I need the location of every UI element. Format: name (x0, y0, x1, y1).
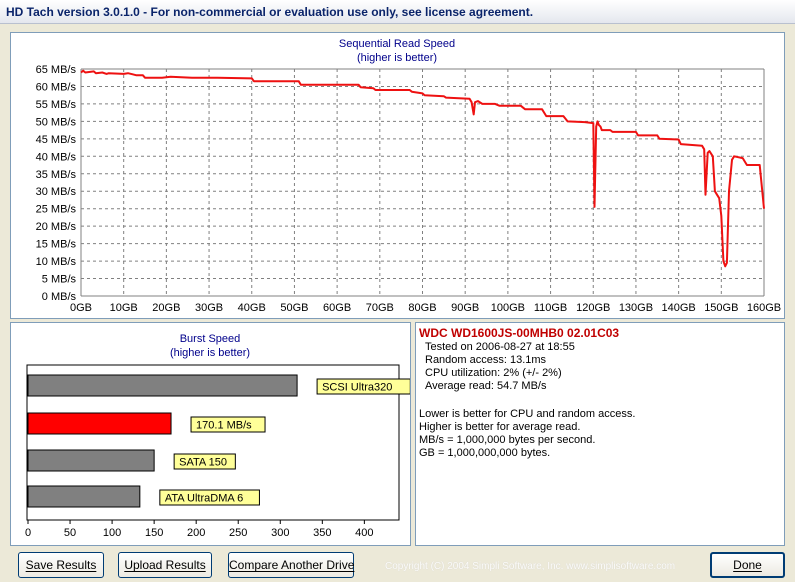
burst-label: ATA UltraDMA 6 (165, 493, 243, 505)
seq-y-tick: 65 MB/s (36, 64, 77, 76)
burst-bar (27, 485, 141, 508)
burst-chart-title: Burst Speed (180, 333, 241, 345)
seq-grid (80, 68, 765, 297)
seq-chart-title: Sequential Read Speed (339, 38, 455, 50)
seq-x-tick: 140GB (662, 302, 696, 314)
burst-x-tick: 300 (271, 527, 289, 539)
title-bar: HD Tach version 3.0.1.0 - For non-commer… (0, 0, 795, 24)
average-read: Average read: 54.7 MB/s (425, 380, 547, 392)
burst-chart-subtitle: (higher is better) (170, 347, 250, 359)
test-date: Tested on 2006-08-27 at 18:55 (425, 341, 575, 353)
burst-speed-chart: Burst Speed (higher is better) SCSI Ultr… (25, 333, 410, 539)
test-stats: Tested on 2006-08-27 at 18:55 Random acc… (419, 341, 784, 393)
seq-y-tick: 10 MB/s (36, 256, 77, 268)
seq-x-tick: 160GB (747, 302, 781, 314)
seq-x-tick: 10GB (110, 302, 138, 314)
seq-x-tick: 0GB (70, 302, 92, 314)
seq-y-tick: 55 MB/s (36, 99, 77, 111)
burst-x-tick: 200 (187, 527, 205, 539)
seq-chart-subtitle: (higher is better) (357, 52, 437, 64)
seq-x-tick: 110GB (534, 302, 567, 314)
burst-bar (27, 412, 172, 435)
drive-info-panel: WDC WD1600JS-00MHB0 02.01C03 Tested on 2… (415, 322, 785, 546)
done-button[interactable]: Done (710, 552, 785, 578)
sequential-read-chart: Sequential Read Speed (higher is better)… (36, 38, 781, 314)
note-mbs-definition: MB/s = 1,000,000 bytes per second. (419, 434, 596, 446)
burst-x-axis: 0 50 100 150 200 250 300 350 400 (25, 520, 374, 539)
seq-y-tick: 30 MB/s (36, 186, 77, 198)
seq-y-tick: 50 MB/s (36, 116, 77, 128)
burst-x-tick: 150 (145, 527, 163, 539)
seq-x-tick: 90GB (451, 302, 479, 314)
sequential-read-panel: Sequential Read Speed (higher is better)… (10, 32, 785, 319)
seq-x-tick: 150GB (704, 302, 738, 314)
cpu-utilization: CPU utilization: 2% (+/- 2%) (425, 367, 562, 379)
seq-y-tick: 25 MB/s (36, 204, 77, 216)
burst-x-tick: 400 (355, 527, 373, 539)
seq-y-tick: 35 MB/s (36, 169, 77, 181)
seq-x-tick: 50GB (280, 302, 308, 314)
burst-x-tick: 50 (64, 527, 76, 539)
burst-label-box (173, 453, 236, 470)
note-lower-better: Lower is better for CPU and random acces… (419, 408, 636, 420)
burst-label-box (190, 416, 266, 433)
burst-label: SCSI Ultra320 (322, 382, 392, 394)
seq-y-tick: 45 MB/s (36, 134, 77, 146)
seq-x-tick: 30GB (195, 302, 223, 314)
seq-y-tick: 15 MB/s (36, 239, 77, 251)
copyright-text: Copyright (C) 2004 Simpli Software, Inc.… (385, 561, 676, 572)
burst-bar (27, 374, 298, 397)
note-higher-better: Higher is better for average read. (419, 421, 581, 433)
save-results-button[interactable]: Save Results (18, 552, 104, 578)
seq-x-tick: 70GB (366, 302, 394, 314)
burst-x-tick: 0 (25, 527, 31, 539)
burst-x-tick: 100 (103, 527, 121, 539)
burst-x-tick: 250 (229, 527, 247, 539)
burst-speed-panel: Burst Speed (higher is better) SCSI Ultr… (10, 322, 411, 546)
seq-y-tick: 20 MB/s (36, 221, 77, 233)
burst-label-box (159, 489, 260, 506)
seq-x-tick: 60GB (323, 302, 351, 314)
seq-y-axis: 0 MB/s 5 MB/s 10 MB/s 15 MB/s 20 MB/s 25 MB/s… (36, 64, 77, 303)
compare-another-drive-button[interactable]: Compare Another Drive (228, 552, 354, 578)
burst-label-box (316, 378, 410, 395)
seq-y-tick: 60 MB/s (36, 81, 77, 93)
read-speed-line (80, 69, 765, 268)
seq-x-tick: 130GB (619, 302, 653, 314)
window-title: HD Tach version 3.0.1.0 - For non-commer… (6, 5, 534, 19)
seq-y-tick: 5 MB/s (42, 274, 77, 286)
note-gb-definition: GB = 1,000,000,000 bytes. (419, 447, 551, 459)
seq-x-tick: 20GB (152, 302, 180, 314)
burst-bar (27, 449, 155, 472)
seq-x-axis: 0GB 10GB 20GB 30GB 40GB 50GB 60GB 70GB 80GB 90GB 1… (70, 302, 781, 314)
burst-label: SATA 150 (179, 457, 227, 469)
random-access: Random access: 13.1ms (425, 354, 547, 366)
legend-notes: Lower is better for CPU and random acces… (419, 408, 784, 460)
seq-y-tick: 0 MB/s (42, 291, 77, 303)
burst-bars: SCSI Ultra320 170.1 MB/s SATA 150 ATA Ultra… (27, 374, 410, 508)
upload-results-button[interactable]: Upload Results (118, 552, 212, 578)
burst-label: 170.1 MB/s (196, 420, 252, 432)
seq-y-tick: 40 MB/s (36, 151, 77, 163)
seq-x-tick: 40GB (238, 302, 266, 314)
burst-x-tick: 350 (313, 527, 331, 539)
drive-name: WDC WD1600JS-00MHB0 02.01C03 (419, 326, 620, 340)
seq-x-tick: 100GB (491, 302, 525, 314)
seq-x-tick: 120GB (576, 302, 610, 314)
seq-x-tick: 80GB (408, 302, 436, 314)
